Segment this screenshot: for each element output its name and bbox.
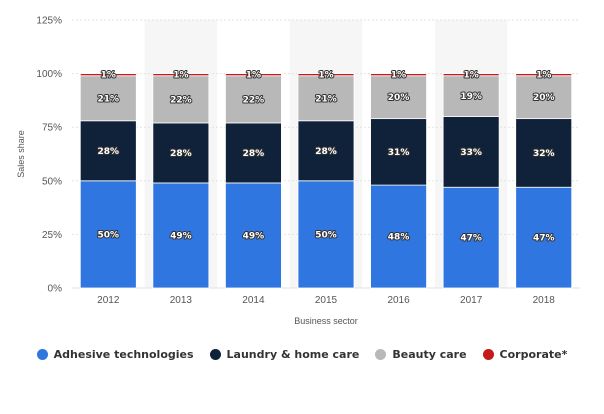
- data-label: 49%: [243, 231, 265, 241]
- data-label: 28%: [98, 147, 120, 157]
- data-label: 20%: [388, 93, 410, 103]
- bar-segment: [297, 180, 355, 289]
- data-label: 1%: [101, 71, 116, 81]
- x-tick-label: 2014: [242, 295, 265, 306]
- bar-segment: [515, 73, 573, 77]
- data-label: 21%: [98, 94, 120, 104]
- bar-segment: [442, 75, 500, 117]
- legend-swatch: [36, 349, 48, 360]
- bar-segment: [79, 120, 137, 182]
- data-label: 22%: [243, 95, 265, 105]
- data-label: 47%: [533, 234, 555, 244]
- legend-item[interactable]: Corporate*: [482, 348, 568, 361]
- bar-segment: [225, 75, 282, 124]
- stacked-bar-chart: 0% 25% 50% 75% 100% 125% 50% 28% 21% 1% 2012 49% 28%…: [16, 16, 580, 326]
- legend-item[interactable]: Laundry & home care: [209, 348, 360, 361]
- legend-swatch: [482, 349, 494, 360]
- bar-segment: [297, 120, 355, 182]
- data-label: 1%: [173, 71, 188, 81]
- data-label: 19%: [460, 92, 482, 102]
- data-label: 49%: [170, 231, 192, 241]
- data-label: 50%: [98, 230, 120, 240]
- x-tick-label: 2017: [460, 295, 483, 306]
- legend-swatch: [375, 349, 387, 360]
- data-label: 32%: [533, 149, 555, 159]
- legend-label: Laundry & home care: [226, 348, 360, 361]
- bar-segment: [442, 73, 500, 77]
- x-tick-label: 2012: [97, 295, 120, 306]
- y-axis-title: Sales share: [16, 130, 26, 178]
- x-tick-label: 2013: [170, 295, 193, 306]
- bar-segment: [370, 118, 427, 186]
- legend-item[interactable]: Adhesive technologies: [36, 348, 194, 361]
- data-label: 28%: [243, 149, 265, 159]
- bar-segment: [442, 186, 500, 289]
- y-tick-label: 100%: [36, 69, 62, 80]
- bar-segment: [152, 73, 210, 77]
- bar-segment: [515, 186, 573, 289]
- bar-segment: [370, 184, 427, 289]
- data-label: 48%: [388, 233, 410, 243]
- data-label: 28%: [315, 147, 337, 157]
- y-tick-label: 125%: [36, 16, 62, 27]
- legend-label: Adhesive technologies: [53, 348, 194, 361]
- bar-segment: [370, 75, 427, 120]
- x-tick-label: 2015: [315, 295, 338, 306]
- chart-legend: Adhesive technologies Laundry & home care…: [0, 348, 604, 361]
- data-label: 1%: [246, 71, 261, 81]
- bar-segment: [297, 75, 355, 122]
- legend-label: Beauty care: [392, 348, 467, 361]
- bar-segment: [152, 182, 210, 289]
- data-label: 47%: [460, 234, 482, 244]
- y-tick-label: 75%: [42, 123, 62, 134]
- legend-item[interactable]: Beauty care: [375, 348, 467, 361]
- data-label: 28%: [170, 149, 192, 159]
- bar-segment: [297, 73, 355, 77]
- x-tick-label: 2016: [387, 295, 410, 306]
- data-label: 1%: [391, 71, 406, 81]
- bar-segment: [79, 180, 137, 289]
- bar-segment: [152, 122, 210, 184]
- data-label: 33%: [460, 148, 482, 158]
- bar-segment: [79, 73, 137, 77]
- legend-swatch: [209, 349, 221, 360]
- bar-segment: [79, 75, 137, 122]
- data-label: 21%: [315, 94, 337, 104]
- bar-segment: [225, 182, 282, 289]
- bar-segment: [225, 122, 282, 184]
- legend-label: Corporate*: [499, 348, 568, 361]
- data-label: 22%: [170, 95, 192, 105]
- data-label: 31%: [388, 148, 410, 158]
- data-label: 1%: [536, 71, 551, 81]
- bar-segment: [152, 75, 210, 124]
- bar-segment: [370, 73, 427, 77]
- data-label: 1%: [318, 71, 333, 81]
- x-axis-title: Business sector: [294, 316, 358, 326]
- y-tick-label: 0%: [48, 284, 63, 295]
- x-tick-label: 2018: [533, 295, 556, 306]
- data-label: 20%: [533, 93, 555, 103]
- data-label: 50%: [315, 230, 337, 240]
- data-label: 1%: [464, 71, 479, 81]
- y-tick-label: 25%: [42, 230, 62, 241]
- y-tick-label: 50%: [42, 176, 62, 187]
- bar-segment: [515, 75, 573, 120]
- bar-segment: [225, 73, 282, 77]
